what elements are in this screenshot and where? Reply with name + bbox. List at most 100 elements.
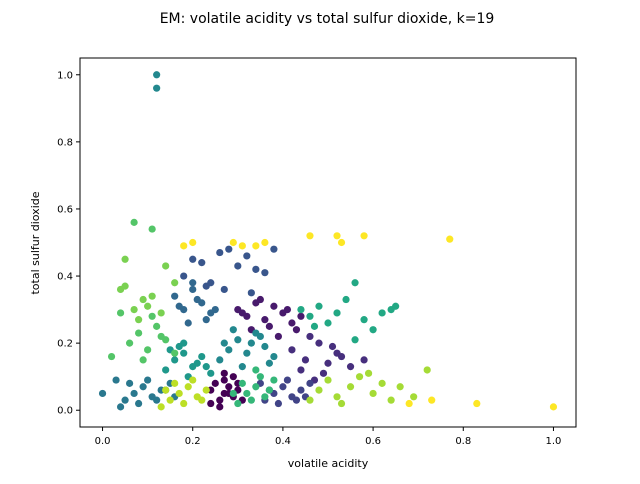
data-point: [247, 396, 255, 404]
data-point: [310, 322, 319, 330]
data-point: [292, 326, 301, 334]
data-point: [333, 393, 341, 401]
data-point: [98, 389, 107, 398]
x-tick-label: 0.8: [455, 436, 471, 447]
data-point: [387, 396, 395, 404]
data-point: [225, 383, 233, 391]
data-point: [121, 396, 129, 404]
data-point: [337, 238, 346, 247]
data-point: [189, 376, 197, 384]
data-point: [144, 302, 152, 310]
data-point: [252, 242, 260, 250]
data-point: [107, 352, 116, 361]
data-point: [324, 319, 332, 327]
data-point: [144, 376, 152, 384]
data-point: [270, 302, 278, 310]
x-tick-label: 0.0: [95, 436, 111, 447]
data-point: [229, 389, 237, 398]
data-point: [229, 238, 237, 247]
data-point: [130, 389, 138, 398]
data-point: [202, 316, 210, 324]
data-point: [189, 238, 197, 247]
data-point: [396, 383, 404, 391]
data-point: [153, 396, 161, 404]
data-point: [265, 359, 273, 367]
data-point: [238, 379, 246, 387]
data-point: [256, 332, 264, 341]
data-point: [180, 242, 188, 250]
data-point: [261, 342, 269, 351]
y-tick-label: 0.4: [57, 272, 73, 283]
data-point: [171, 279, 179, 287]
data-point: [346, 363, 355, 371]
data-point: [229, 326, 237, 334]
data-point: [121, 255, 129, 263]
data-point: [225, 346, 233, 354]
plot-frame: [79, 57, 577, 428]
data-point: [446, 235, 454, 243]
data-point: [243, 252, 251, 260]
data-point: [162, 262, 170, 270]
y-tick-label: 0.0: [57, 406, 73, 417]
data-point: [410, 393, 418, 401]
data-point: [216, 396, 224, 404]
data-point: [306, 379, 314, 387]
data-point: [116, 309, 125, 317]
data-point: [360, 316, 368, 324]
data-point: [261, 269, 269, 277]
data-point: [306, 312, 314, 320]
data-point: [184, 383, 192, 391]
data-point: [211, 379, 219, 387]
data-point: [171, 356, 179, 364]
data-point: [392, 302, 400, 310]
data-point: [274, 332, 282, 341]
data-point: [306, 332, 314, 341]
data-point: [378, 309, 386, 317]
data-point: [364, 369, 373, 377]
data-point: [252, 366, 260, 374]
data-point: [428, 396, 436, 404]
y-axis: 0.0 0.2 0.4 0.6 0.8 1.0: [57, 70, 80, 417]
y-tick-label: 0.8: [57, 137, 73, 148]
y-tick-label: 0.2: [57, 339, 73, 350]
data-point: [180, 349, 188, 357]
data-point: [220, 285, 228, 294]
data-point: [333, 309, 341, 317]
data-point: [216, 248, 224, 257]
data-point: [180, 272, 188, 280]
data-point: [171, 292, 179, 300]
data-point: [216, 356, 224, 364]
data-point: [202, 386, 210, 394]
data-point: [189, 255, 197, 263]
data-point: [139, 295, 147, 304]
data-point: [333, 232, 341, 240]
x-tick-label: 0.2: [185, 436, 201, 447]
data-point: [243, 349, 251, 357]
data-point: [234, 336, 242, 344]
data-point: [153, 84, 161, 92]
data-point: [252, 383, 260, 391]
data-point: [252, 265, 260, 273]
data-point: [360, 356, 368, 364]
data-point: [171, 349, 179, 357]
data-point: [265, 386, 273, 394]
data-point: [369, 389, 377, 398]
data-point: [270, 352, 278, 361]
data-point: [220, 339, 228, 347]
data-point: [274, 399, 282, 408]
data-point: [256, 373, 264, 381]
data-point: [175, 389, 183, 398]
x-tick-label: 1.0: [546, 436, 562, 447]
data-point: [198, 352, 206, 361]
y-tick-label: 1.0: [57, 70, 73, 81]
data-point: [355, 373, 364, 381]
data-point: [247, 339, 255, 347]
data-point: [306, 232, 314, 240]
data-point: [162, 366, 170, 374]
data-point: [346, 383, 355, 391]
data-point: [337, 352, 346, 361]
y-axis-label: total sulfur dioxide: [29, 191, 42, 294]
data-point: [144, 346, 152, 354]
